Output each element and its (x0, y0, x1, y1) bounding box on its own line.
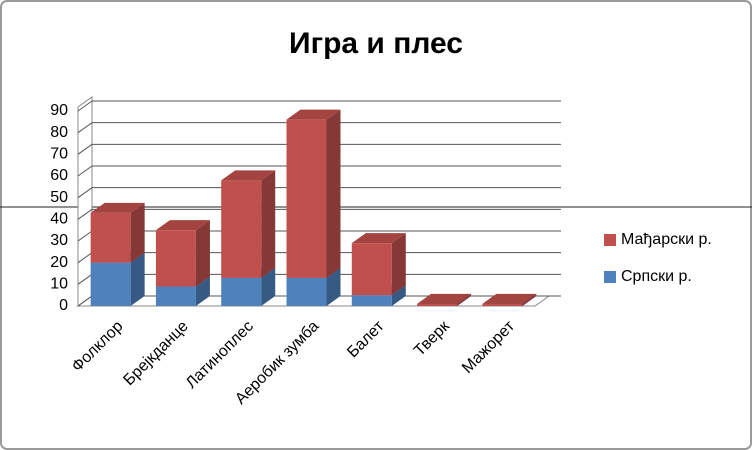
grid-line-side (77, 252, 93, 264)
bar-front (155, 286, 196, 306)
grid-line-side (77, 187, 93, 199)
bar-front (417, 303, 458, 306)
y-tick-label: 0 (59, 297, 68, 314)
bar-side (522, 293, 537, 306)
bar-side (261, 170, 276, 278)
bar-side (391, 233, 406, 296)
bar-front (90, 262, 131, 306)
bar-side (391, 285, 406, 306)
bar-segment (351, 233, 406, 296)
bar-front (90, 212, 131, 263)
bar-front (351, 295, 392, 306)
y-tick-label: 40 (50, 211, 68, 228)
grid-line-side (77, 230, 93, 242)
legend-swatch (604, 234, 616, 246)
bar-side (195, 220, 210, 287)
bar-top (351, 233, 406, 244)
bar-segment (221, 170, 276, 278)
chart-title: Игра и плес (289, 27, 463, 60)
bar-segment (482, 293, 537, 306)
bar-segment (286, 109, 341, 278)
bar-front (351, 243, 392, 296)
bar-top (482, 293, 537, 304)
bar-top (90, 202, 145, 213)
grid-line-side (77, 143, 93, 155)
y-tick-label: 50 (50, 189, 68, 206)
grid-line-side (77, 208, 93, 220)
grid-line-side (77, 295, 93, 307)
bar-front (482, 303, 523, 306)
legend-label: Мађарски р. (621, 231, 712, 248)
y-tick-label: 30 (50, 232, 68, 249)
grid-line-side (77, 122, 93, 134)
bar-front (286, 119, 327, 278)
y-tick-label: 70 (50, 146, 68, 163)
grid-line-side (77, 165, 93, 177)
bar-top (417, 293, 472, 304)
bar-side (130, 252, 145, 306)
y-tick-label: 90 (50, 102, 68, 119)
bar-segment (90, 202, 145, 263)
bar-front (221, 180, 262, 278)
bar-top (221, 170, 276, 181)
grid-line-side (77, 273, 93, 285)
bar-front (155, 230, 196, 287)
bar-top (155, 220, 210, 231)
bar-front (221, 277, 262, 306)
legend-swatch (604, 271, 616, 283)
bar-side (326, 267, 341, 306)
bar-top (286, 109, 341, 120)
legend-label: Српски р. (621, 268, 692, 285)
bar-segment (417, 293, 472, 306)
bar-side (326, 109, 341, 278)
bar-side (457, 293, 472, 306)
y-tick-label: 20 (50, 254, 68, 271)
bar-segment (155, 220, 210, 287)
y-tick-label: 80 (50, 124, 68, 141)
grid-line-side (77, 100, 93, 112)
bar-side (261, 267, 276, 306)
bar-side (130, 202, 145, 263)
y-tick-label: 10 (50, 276, 68, 293)
y-tick-label: 60 (50, 167, 68, 184)
bar-side (195, 276, 210, 306)
back-wall (77, 96, 93, 307)
bar-front (286, 277, 327, 306)
